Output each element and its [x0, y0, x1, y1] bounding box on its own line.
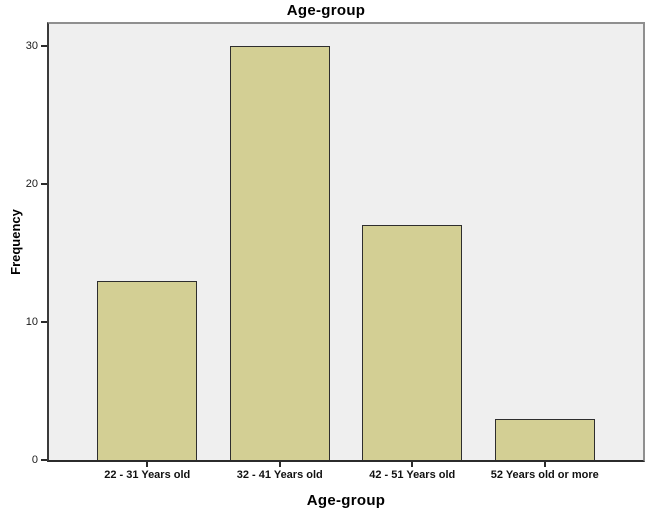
x-axis-title: Age-group: [306, 492, 386, 509]
bar-4: [494, 419, 595, 460]
chart-title: Age-group: [286, 2, 366, 19]
x-tick-mark-4: [543, 462, 546, 467]
bar-slot-2: [214, 24, 347, 460]
bar-slot-1: [81, 24, 214, 460]
y-tick-mark-20: [41, 183, 47, 186]
x-tick-mark-3: [411, 462, 414, 467]
x-tick-mark-2: [278, 462, 281, 467]
bar-slot-3: [346, 24, 479, 460]
x-category-label-2: 32 - 41 Years old: [236, 469, 323, 481]
y-tick-mark-30: [41, 45, 47, 48]
bar-slot-4: [479, 24, 612, 460]
bar-3: [362, 225, 463, 460]
y-axis-title: Frequency: [8, 209, 23, 275]
x-category-label-1: 22 - 31 Years old: [104, 469, 191, 481]
x-tick-mark-1: [146, 462, 149, 467]
y-tick-label-20: 20: [25, 178, 38, 191]
x-category-label-3: 42 - 51 Years old: [369, 469, 456, 481]
y-tick-label-0: 0: [31, 454, 38, 466]
x-category-label-4: 52 Years old or more: [490, 469, 599, 481]
plot-area: [47, 22, 645, 462]
bar-2: [229, 46, 330, 460]
y-tick-label-10: 10: [25, 316, 38, 329]
bar-1: [97, 281, 198, 460]
y-tick-label-30: 30: [25, 40, 38, 53]
y-tick-mark-0: [41, 459, 47, 461]
bars-container: [49, 24, 643, 460]
y-tick-mark-10: [41, 321, 47, 324]
